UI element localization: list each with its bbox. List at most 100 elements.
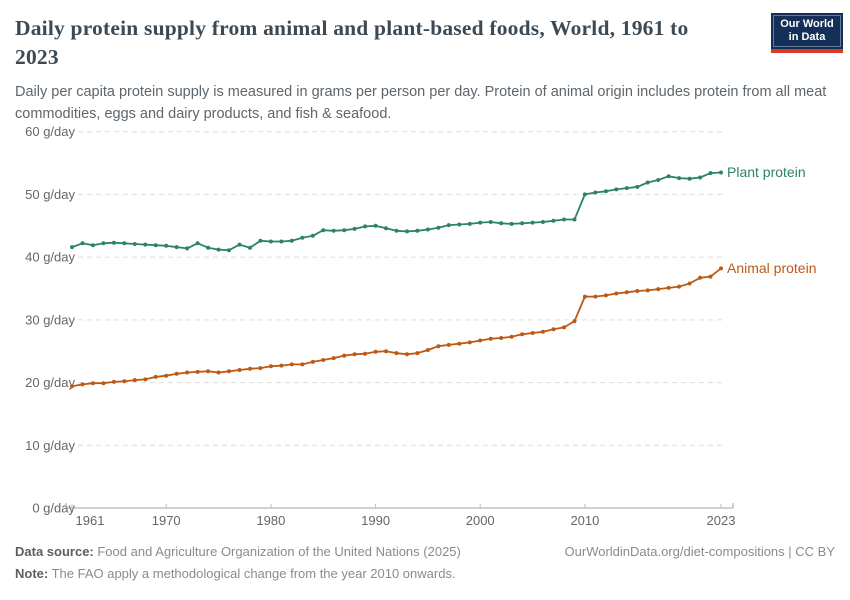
series-marker-animal-protein [373,349,378,354]
owid-url-link[interactable]: OurWorldinData.org/diet-compositions | C… [564,544,835,559]
series-marker-plant-protein [248,245,252,250]
series-marker-plant-protein [656,178,661,182]
series-marker-animal-protein [614,291,619,296]
series-marker-plant-protein [90,243,95,248]
series-marker-plant-protein [237,242,242,247]
series-marker-plant-protein [708,171,713,176]
series-marker-animal-protein [687,281,692,286]
series-marker-plant-protein [331,228,336,233]
series-line-animal-protein[interactable] [71,267,722,388]
series-marker-animal-protein [677,284,682,289]
series-marker-animal-protein [582,294,587,299]
x-tick-label-2023: 2023 [707,513,736,528]
series-marker-animal-protein [488,336,493,341]
series-marker-plant-protein [614,187,619,192]
series-marker-plant-protein [405,229,409,234]
series-marker-plant-protein [687,176,692,181]
series-marker-plant-protein [342,228,347,233]
series-marker-plant-protein [80,241,85,246]
series-marker-animal-protein [248,366,252,371]
series-marker-animal-protein [394,351,399,356]
series-line-plant-protein[interactable] [71,171,722,252]
series-marker-animal-protein [425,348,430,352]
series-marker-plant-protein [174,245,179,250]
series-marker-animal-protein [164,373,169,378]
x-tick-label-1961: 1961 [76,513,105,528]
series-label-plant-protein[interactable]: Plant protein [727,164,806,180]
owid-logo-text: Our World in Data [773,15,841,47]
series-marker-plant-protein [551,218,556,223]
series-marker-animal-protein [195,369,200,374]
y-tick-label-60: 60 g/day [25,124,75,139]
series-marker-plant-protein [562,217,566,222]
series-marker-plant-protein [352,226,357,231]
series-marker-plant-protein [624,186,629,191]
series-marker-plant-protein [289,238,294,243]
series-marker-plant-protein [635,184,640,189]
data-source-label: Data source: [15,544,94,559]
chart-subtitle: Daily per capita protein supply is measu… [15,84,827,122]
x-tick-label-1980: 1980 [256,513,285,528]
series-marker-animal-protein [132,378,137,383]
series-marker-animal-protein [237,368,242,372]
series-marker-animal-protein [258,366,263,371]
series-marker-animal-protein [698,275,703,280]
series-marker-animal-protein [551,327,556,332]
series-marker-animal-protein [384,349,388,354]
series-marker-animal-protein [185,370,190,375]
note-text: The FAO apply a methodological change fr… [48,566,456,581]
series-marker-plant-protein [582,192,587,197]
series-marker-animal-protein [101,381,106,386]
series-marker-plant-protein [436,225,441,230]
series-label-animal-protein[interactable]: Animal protein [727,260,817,276]
series-marker-animal-protein [227,369,231,374]
series-marker-plant-protein [227,248,231,253]
series-marker-animal-protein [509,334,514,339]
x-tick-label-2000: 2000 [466,513,495,528]
series-marker-plant-protein [457,222,462,227]
series-marker-plant-protein [509,221,514,226]
series-marker-animal-protein [446,342,451,347]
series-marker-animal-protein [436,344,441,349]
series-marker-animal-protein [719,266,723,271]
series-marker-plant-protein [258,238,263,243]
series-marker-animal-protein [352,352,357,357]
series-marker-plant-protein [321,228,326,233]
series-marker-plant-protein [206,245,211,250]
series-marker-plant-protein [122,241,127,246]
series-marker-animal-protein [268,364,273,369]
series-marker-animal-protein [572,319,577,324]
series-marker-animal-protein [562,325,566,330]
series-marker-animal-protein [174,371,179,376]
series-marker-plant-protein [698,175,703,180]
series-marker-plant-protein [415,228,420,233]
series-marker-plant-protein [310,233,315,238]
series-marker-animal-protein [206,369,211,374]
series-marker-animal-protein [342,353,347,358]
x-tick-label-2010: 2010 [570,513,599,528]
series-marker-plant-protein [279,239,284,244]
y-tick-label-50: 50 g/day [25,187,75,202]
series-marker-plant-protein [70,245,74,250]
x-tick-label-1970: 1970 [152,513,181,528]
series-marker-animal-protein [520,332,525,337]
owid-logo[interactable]: Our World in Data [771,13,843,53]
series-marker-animal-protein [122,379,127,384]
series-marker-animal-protein [90,381,95,386]
series-marker-plant-protein [520,221,525,226]
series-marker-plant-protein [384,226,388,231]
series-marker-animal-protein [708,274,713,279]
series-marker-plant-protein [101,241,106,246]
owid-logo-line1: Our World [780,18,834,30]
series-marker-plant-protein [572,217,577,222]
series-marker-plant-protein [666,174,671,179]
y-tick-label-20: 20 g/day [25,375,75,390]
series-marker-animal-protein [457,341,462,346]
series-marker-plant-protein [394,228,399,233]
series-marker-plant-protein [111,240,116,245]
series-marker-plant-protein [541,220,545,224]
series-marker-animal-protein [467,340,472,345]
data-source-line: Data source: Food and Agriculture Organi… [15,544,461,559]
series-marker-plant-protein [425,227,430,232]
